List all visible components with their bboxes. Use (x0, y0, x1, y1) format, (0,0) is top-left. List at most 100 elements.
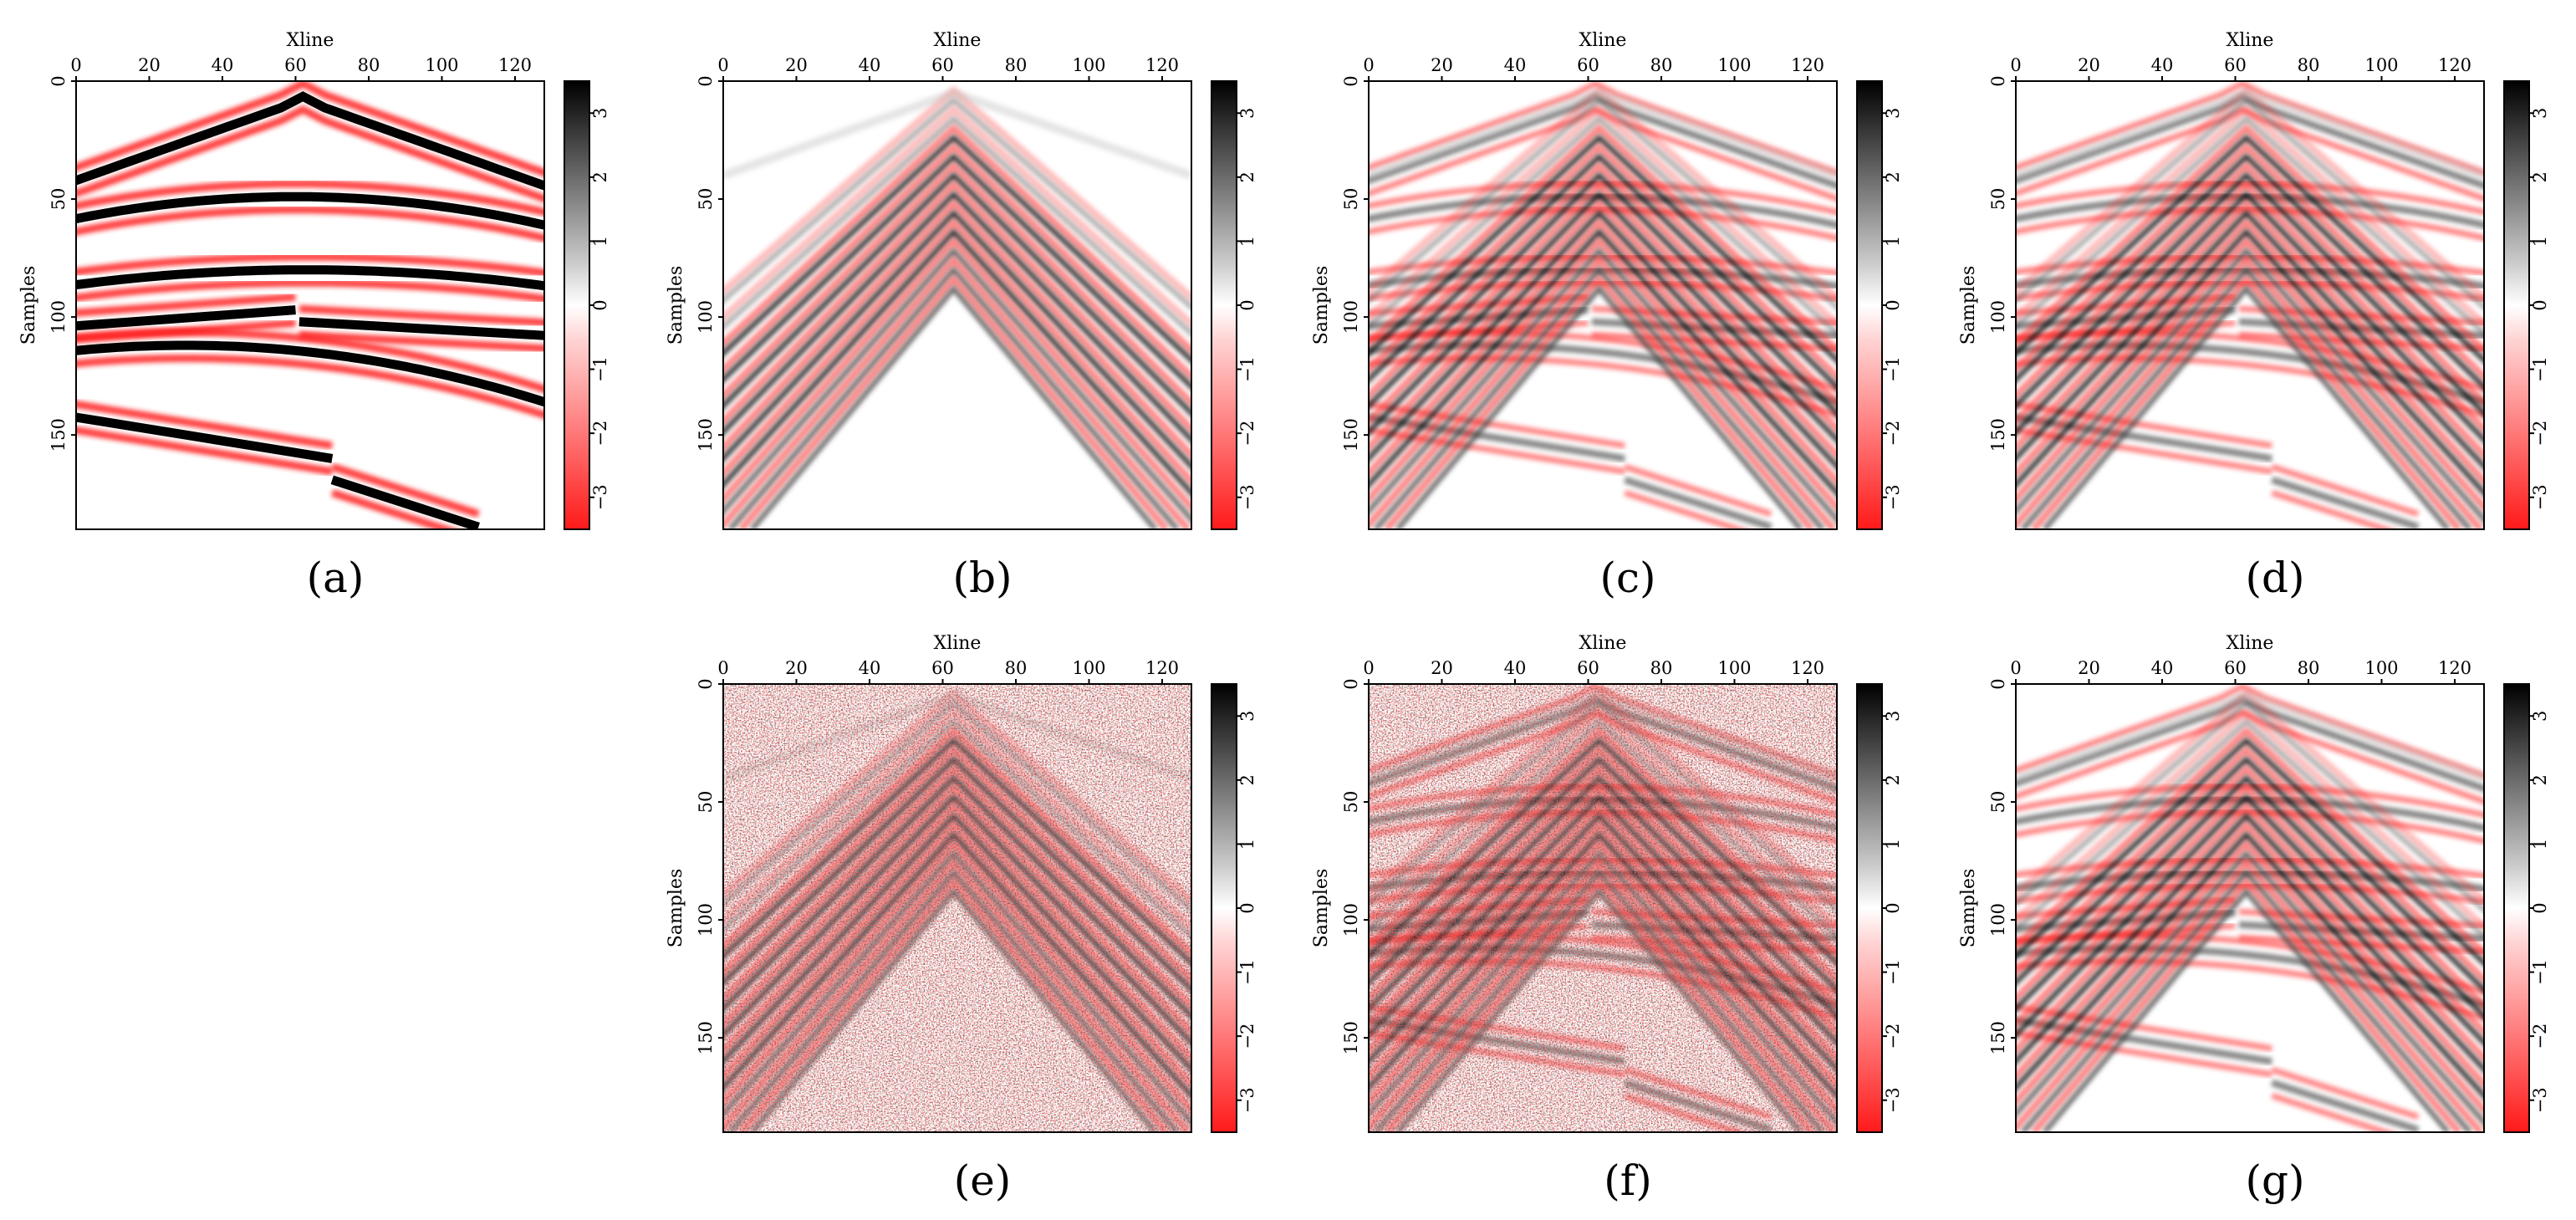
plot-frame (722, 683, 1192, 1133)
y-tick-label: 50 (1988, 188, 2008, 211)
panel-d: Xline 0 20 40 60 80 100 120 Samples 0 50 100 150 3 2 1 0… (1958, 30, 2550, 602)
y-axis-title: Samples (1958, 869, 1979, 947)
y-tick-label: 0 (696, 678, 716, 689)
x-tick-label: 60 (2224, 658, 2247, 678)
y-tick-label: 50 (1341, 791, 1361, 814)
plot-frame (2015, 80, 2485, 530)
x-axis-title: Xline (934, 30, 982, 51)
x-tick-label: 40 (859, 55, 881, 75)
colorbar-tick-label: 2 (1237, 774, 1257, 785)
x-tick-label: 40 (1504, 658, 1527, 678)
x-tick-label: 100 (1717, 55, 1751, 75)
y-axis-title: Samples (666, 869, 686, 947)
x-tick-label: 60 (2224, 55, 2247, 75)
diffraction-wing (2016, 691, 2484, 783)
colorbar-gradient (1211, 683, 1237, 1133)
event-7 (330, 475, 480, 529)
y-tick-label: 50 (696, 791, 716, 814)
colorbar: 3 2 1 0 −1 −2 −3 (1211, 80, 1257, 530)
colorbar-tick-label: 3 (590, 108, 610, 119)
x-tick-label: 40 (212, 55, 234, 75)
y-tick-label: 100 (696, 903, 716, 937)
diffraction-9 (1369, 247, 1837, 523)
x-tick-label: 120 (1145, 55, 1179, 75)
y-tick-label: 0 (1341, 75, 1361, 86)
diffraction-1 (723, 96, 1191, 311)
colorbar-tick-label: 3 (2530, 711, 2550, 722)
plot-area (723, 81, 1191, 529)
diffraction-2 (2016, 718, 2484, 940)
diffraction-lobe (2016, 217, 2484, 487)
colorbar-tick-label: 3 (1237, 711, 1257, 722)
colorbar-tick-label: 2 (1883, 774, 1903, 785)
event-lobe (330, 489, 458, 529)
diffraction-lobe (2016, 820, 2484, 1090)
colorbar-tick-label: 0 (1237, 902, 1257, 913)
colorbar: 3 2 1 0 −1 −2 −3 (1856, 80, 1903, 530)
diffraction-lobe (723, 198, 1191, 460)
diffraction-2 (723, 115, 1191, 337)
x-axis-title: Xline (1579, 633, 1627, 654)
y-tick-label: 150 (1341, 418, 1361, 452)
x-tick-label: 60 (1577, 55, 1599, 75)
plot-area (723, 684, 1191, 1132)
colorbar-tick-label: 0 (2530, 902, 2550, 913)
event-lobe (2016, 784, 2484, 819)
colorbar-tick-label: −2 (1237, 1023, 1257, 1049)
plot-area (76, 81, 544, 529)
colorbar-tick-label: −2 (1883, 421, 1903, 447)
x-axis-title: Xline (934, 633, 982, 654)
y-tick-label: 150 (1341, 1021, 1361, 1054)
diffraction-lobe (2016, 198, 2484, 460)
diffraction-lobe (2016, 839, 2484, 1115)
y-tick-label: 100 (1988, 300, 2008, 334)
diffraction-3 (2016, 134, 2484, 364)
diffraction-lobe (723, 180, 1191, 434)
colorbar-tick-label: −3 (590, 484, 610, 510)
x-tick-label: 40 (2151, 55, 2174, 75)
colorbar-tick-label: 1 (1237, 236, 1257, 247)
plot-frame (722, 80, 1192, 530)
colorbar-tick-label: 1 (590, 236, 610, 247)
event-lobe (1369, 181, 1837, 216)
x-tick-label: 120 (498, 55, 532, 75)
panel-label: (f) (1604, 1156, 1652, 1205)
x-tick-label: 20 (1431, 658, 1453, 678)
plot-frame (1368, 80, 1838, 530)
diffraction-2 (1369, 115, 1837, 337)
y-tick-label: 150 (1988, 1021, 2008, 1054)
diffraction-5 (723, 171, 1191, 417)
diffraction-11 (2043, 284, 2451, 529)
x-tick-label: 100 (2364, 658, 2398, 678)
colorbar-tick-label: −3 (1883, 1087, 1903, 1113)
colorbar-tick-label: 3 (1883, 711, 1903, 722)
event-lobe (76, 328, 544, 393)
event-lobe (76, 105, 544, 203)
diffraction-lobe (723, 255, 1191, 529)
x-tick-label: 100 (1072, 55, 1105, 75)
colorbar: 3 2 1 0 −1 −2 −3 (1856, 683, 1903, 1133)
plot-area (1369, 81, 1837, 529)
diffraction-lobe (1369, 198, 1837, 460)
y-tick-label: 50 (1988, 791, 2008, 814)
colorbar-tick-label: 1 (1237, 839, 1257, 850)
diffraction-3 (2016, 737, 2484, 967)
diffraction-lobe (1369, 236, 1837, 513)
diffraction-7 (2016, 812, 2484, 1073)
diffraction-lobe (1369, 123, 1837, 355)
colorbar-tick-label: 3 (2530, 108, 2550, 119)
event-6 (76, 412, 334, 463)
diffraction-lobe (1384, 273, 1815, 529)
x-tick-label: 120 (1791, 55, 1824, 75)
colorbar-tick-label: 3 (1237, 108, 1257, 119)
panel-a: Xline 0 20 40 60 80 100 120 Samples 0 50 100 150 3 2 1 0… (18, 30, 610, 602)
x-tick-label: 120 (2438, 55, 2471, 75)
diffraction-9 (723, 247, 1191, 523)
panel-f: Xline 0 20 40 60 80 100 120 Samples 0 50 100 150 3 2 1 0… (1311, 633, 1903, 1205)
x-tick-label: 0 (717, 658, 728, 678)
colorbar-tick-label: −1 (1237, 356, 1257, 382)
diffraction-8 (1369, 228, 1837, 497)
colorbar-tick-label: 0 (1883, 299, 1903, 310)
y-tick-label: 150 (696, 1021, 716, 1054)
